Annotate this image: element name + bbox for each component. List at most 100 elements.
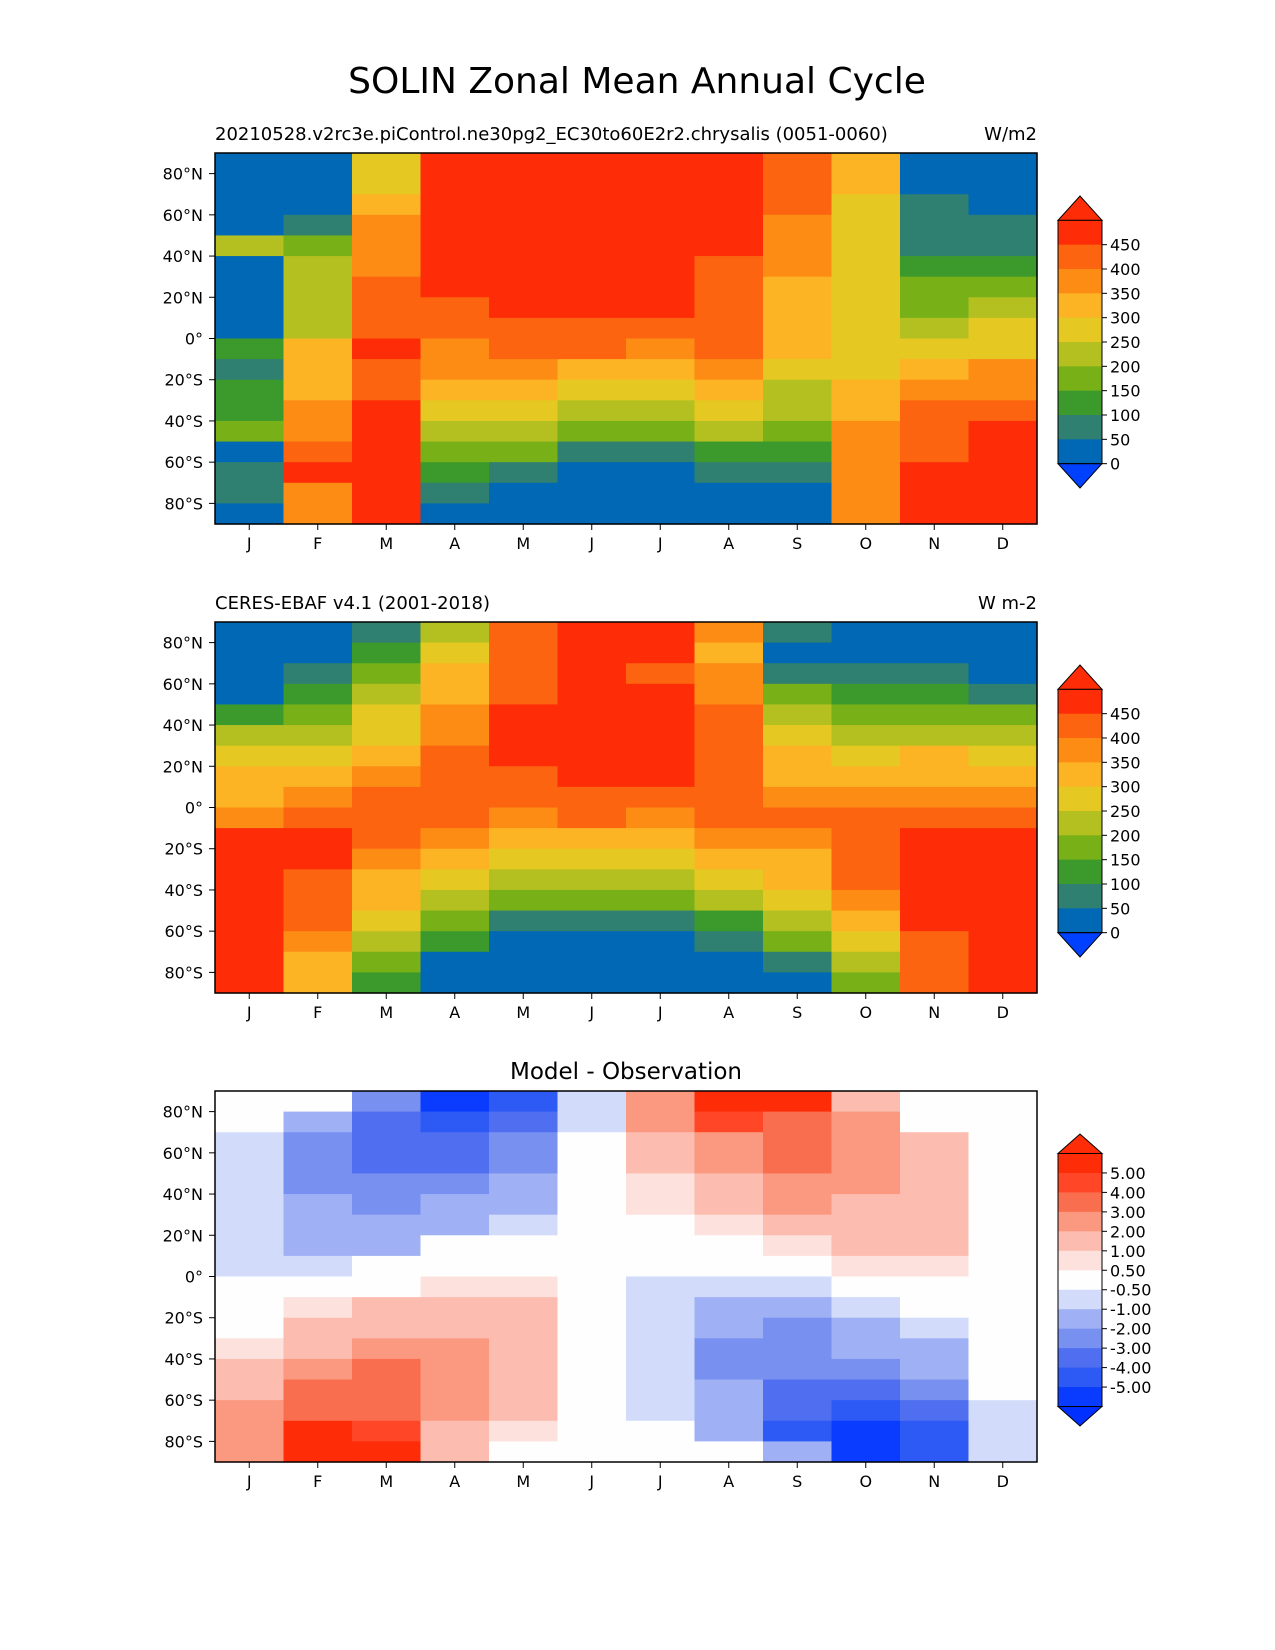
heatmap-cell xyxy=(489,1297,559,1319)
heatmap-cell xyxy=(900,441,970,463)
heatmap-cell xyxy=(420,869,490,891)
heatmap-cell xyxy=(420,807,490,829)
heatmap-cell xyxy=(352,235,422,257)
heatmap-cell xyxy=(626,1111,696,1133)
heatmap-cell xyxy=(626,910,696,932)
heatmap-cell xyxy=(489,359,559,381)
heatmap-cell xyxy=(900,931,970,953)
heatmap-cell xyxy=(215,1091,285,1113)
heatmap-cell xyxy=(968,317,1038,340)
heatmap-cell xyxy=(489,1317,559,1339)
heatmap-cell xyxy=(420,1420,490,1442)
heatmap-cell xyxy=(557,1441,627,1463)
heatmap-cell xyxy=(420,951,490,973)
heatmap-cell xyxy=(763,1358,833,1381)
x-tick-label: M xyxy=(379,534,393,553)
heatmap-cell xyxy=(557,1255,627,1278)
heatmap-cell xyxy=(557,1152,627,1175)
heatmap-cell xyxy=(694,1132,764,1154)
heatmap-cell xyxy=(831,745,901,767)
heatmap-cell xyxy=(626,1194,696,1216)
heatmap-cell xyxy=(215,400,285,422)
heatmap-cell xyxy=(420,1152,490,1175)
heatmap-cell xyxy=(283,1152,353,1175)
colorbar-tick-label: -1.00 xyxy=(1110,1300,1151,1319)
heatmap-cell xyxy=(831,400,901,422)
heatmap-cell xyxy=(420,1255,490,1278)
heatmap-cell xyxy=(283,256,353,278)
heatmap-cell xyxy=(283,683,353,706)
colorbar-tick-label: 3.00 xyxy=(1110,1203,1146,1222)
colorbar-tick-label: 400 xyxy=(1110,260,1141,279)
heatmap-cell xyxy=(352,462,422,484)
heatmap-cell xyxy=(489,704,559,726)
colorbar-tick-label: 200 xyxy=(1110,357,1141,376)
heatmap-cell xyxy=(968,1358,1038,1381)
heatmap-cell xyxy=(352,317,422,340)
heatmap-cell xyxy=(968,379,1038,401)
heatmap-cell xyxy=(215,503,285,525)
heatmap-cell xyxy=(626,1317,696,1339)
heatmap-cell xyxy=(215,420,285,443)
heatmap-cell xyxy=(900,1400,970,1422)
heatmap-cell xyxy=(626,153,696,175)
heatmap-cell xyxy=(489,828,559,850)
heatmap-cell xyxy=(831,1214,901,1236)
heatmap-cell xyxy=(557,848,627,870)
heatmap-cell xyxy=(900,807,970,829)
heatmap-cell xyxy=(489,683,559,706)
heatmap-cell xyxy=(831,869,901,891)
y-tick-label: 80°S xyxy=(164,494,203,513)
heatmap-cell xyxy=(489,889,559,912)
y-tick-label: 20°N xyxy=(163,757,203,776)
y-tick-label: 40°S xyxy=(164,1350,203,1369)
heatmap-cell xyxy=(626,276,696,298)
heatmap-cell xyxy=(557,1194,627,1216)
colorbar-segment xyxy=(1058,884,1102,909)
heatmap-cell xyxy=(968,173,1038,195)
colorbar-segment xyxy=(1058,293,1102,319)
heatmap-cell xyxy=(694,972,764,994)
heatmap-cell xyxy=(900,889,970,912)
y-tick-label: 40°N xyxy=(163,716,203,735)
heatmap-cell xyxy=(215,807,285,829)
heatmap-cell xyxy=(831,1152,901,1175)
heatmap-cell xyxy=(420,828,490,850)
heatmap-cell xyxy=(694,1317,764,1339)
y-tick-label: 60°S xyxy=(164,1391,203,1410)
x-tick-label: O xyxy=(859,534,872,553)
heatmap-cell xyxy=(283,1338,353,1360)
heatmap-cell xyxy=(489,1338,559,1360)
heatmap-cell xyxy=(215,1400,285,1422)
heatmap-cell xyxy=(831,482,901,504)
heatmap-cell xyxy=(420,276,490,298)
colorbar-segment xyxy=(1058,689,1102,715)
heatmap-cell xyxy=(763,704,833,726)
heatmap-cell xyxy=(489,972,559,994)
heatmap-cell xyxy=(763,173,833,195)
heatmap-cell xyxy=(352,1235,422,1257)
heatmap-cell xyxy=(763,482,833,504)
heatmap-cell xyxy=(283,153,353,175)
colorbar-difference: -5.00-4.00-3.00-2.00-1.00-0.500.501.002.… xyxy=(1056,1133,1151,1427)
colorbar-segment xyxy=(1058,738,1102,763)
heatmap-cell xyxy=(215,338,285,360)
heatmap-cell xyxy=(626,420,696,443)
heatmap-cell xyxy=(626,1420,696,1442)
heatmap-cell xyxy=(900,642,970,664)
heatmap-cell xyxy=(968,1276,1038,1298)
heatmap-cell xyxy=(694,828,764,850)
y-tick-label: 80°S xyxy=(164,963,203,982)
heatmap-cell xyxy=(626,828,696,850)
heatmap-cell xyxy=(968,214,1038,237)
heatmap-cell xyxy=(694,1400,764,1422)
heatmap-cell xyxy=(420,766,490,788)
heatmap-cell xyxy=(831,1173,901,1195)
heatmap-cell xyxy=(420,1111,490,1133)
heatmap-cell xyxy=(352,766,422,788)
heatmap-cell xyxy=(352,173,422,195)
heatmap-cell xyxy=(900,256,970,278)
heatmap-cell xyxy=(420,400,490,422)
x-tick-label: J xyxy=(657,1003,663,1022)
heatmap-cell xyxy=(283,931,353,953)
